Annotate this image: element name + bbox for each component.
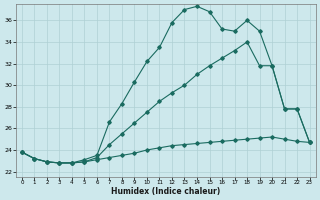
X-axis label: Humidex (Indice chaleur): Humidex (Indice chaleur) [111, 187, 220, 196]
